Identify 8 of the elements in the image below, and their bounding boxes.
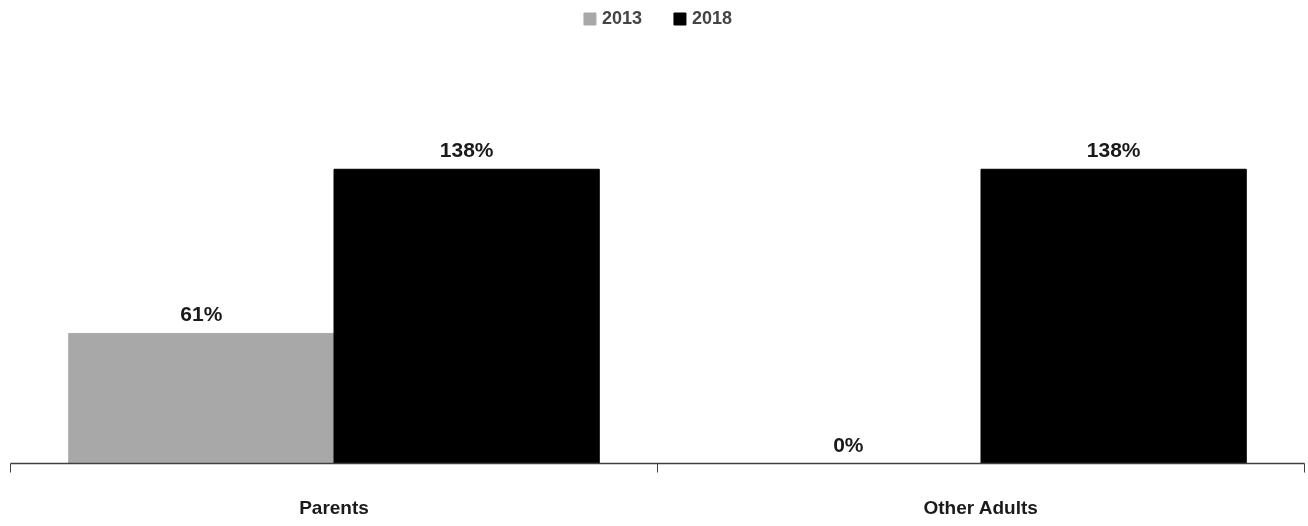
x-tick-label: Other Adults xyxy=(923,496,1038,518)
data-label: 61% xyxy=(180,302,223,326)
data-label: 138% xyxy=(439,138,494,162)
data-label: 138% xyxy=(1086,138,1141,162)
legend-label: 2013 xyxy=(601,8,642,29)
legend-label: 2018 xyxy=(692,8,733,29)
x-tick-label: Parents xyxy=(299,496,369,518)
data-label: 0% xyxy=(833,432,864,456)
